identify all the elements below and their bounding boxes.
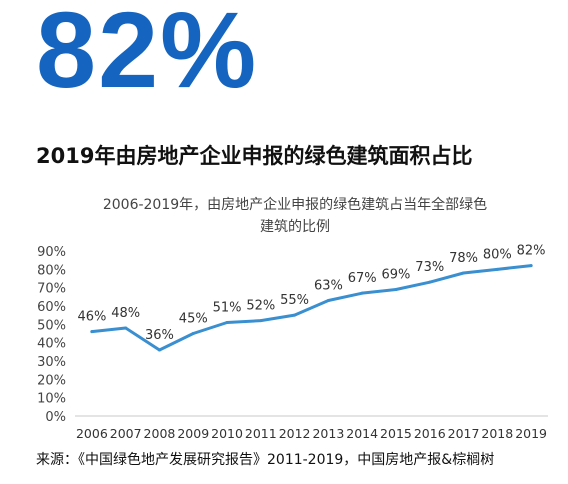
data-point <box>225 321 229 324</box>
x-tick-label: 2014 <box>346 426 378 441</box>
y-tick-label: 70% <box>37 282 66 297</box>
y-tick-label: 20% <box>37 373 66 388</box>
y-tick-label: 0% <box>45 410 66 425</box>
data-label: 46% <box>77 310 106 325</box>
x-tick-label: 2017 <box>448 426 480 441</box>
x-tick-label: 2012 <box>279 426 311 441</box>
headline-title: 2019年由房地产企业申报的绿色建筑面积占比 <box>36 144 473 168</box>
data-point <box>394 288 398 291</box>
y-tick-label: 80% <box>37 263 66 278</box>
y-tick-label: 10% <box>37 392 66 407</box>
source-note: 来源：《中国绿色地产发展研究报告》2011-2019，中国房地产报&棕榈树 <box>36 452 495 468</box>
series-line <box>90 264 533 352</box>
data-point <box>495 267 499 271</box>
y-tick-label: 90% <box>37 245 66 260</box>
x-tick-label: 2018 <box>481 426 513 441</box>
chart-title-line-1: 2006-2019年，由房地产企业申报的绿色建筑占当年全部绿色 <box>102 197 488 213</box>
data-point <box>124 326 128 330</box>
data-point <box>90 330 94 334</box>
data-label: 51% <box>213 301 242 316</box>
x-tick-label: 2008 <box>144 426 176 441</box>
x-tick-label: 2011 <box>245 426 277 441</box>
x-tick-label: 2019 <box>515 426 547 441</box>
headline-percentage: 82% <box>36 0 259 110</box>
data-label: 73% <box>415 260 444 275</box>
y-tick-label: 60% <box>37 300 66 315</box>
data-label: 36% <box>145 328 174 343</box>
data-point <box>293 313 297 317</box>
x-tick-label: 2009 <box>177 426 209 441</box>
x-tick-label: 2015 <box>380 426 412 441</box>
data-point <box>462 271 466 275</box>
data-point <box>360 291 364 295</box>
data-label: 67% <box>348 271 377 286</box>
data-point <box>157 348 161 352</box>
x-tick-label: 2010 <box>211 426 243 441</box>
data-label: 45% <box>179 312 208 327</box>
x-tick-label: 2006 <box>76 426 108 441</box>
y-tick-label: 50% <box>37 318 66 333</box>
chart-title: 2006-2019年，由房地产企业申报的绿色建筑占当年全部绿色 建筑的比例 <box>60 194 530 238</box>
data-label: 80% <box>483 247 512 262</box>
y-tick-label: 40% <box>37 337 66 352</box>
data-point <box>428 280 432 284</box>
data-label: 52% <box>246 299 275 314</box>
data-point <box>259 319 263 323</box>
y-tick-label: 30% <box>37 355 66 370</box>
data-label: 55% <box>280 293 309 308</box>
x-tick-label: 2013 <box>312 426 344 441</box>
data-label: 82% <box>517 244 546 259</box>
x-tick-label: 2007 <box>110 426 142 441</box>
x-tick-label: 2016 <box>414 426 446 441</box>
data-label: 69% <box>382 268 411 283</box>
data-point <box>326 299 330 302</box>
chart-title-line-2: 建筑的比例 <box>260 219 330 235</box>
data-label: 63% <box>314 279 343 294</box>
data-label: 48% <box>111 306 140 321</box>
data-point <box>191 332 195 335</box>
data-point <box>529 264 533 268</box>
data-label: 78% <box>449 251 478 266</box>
